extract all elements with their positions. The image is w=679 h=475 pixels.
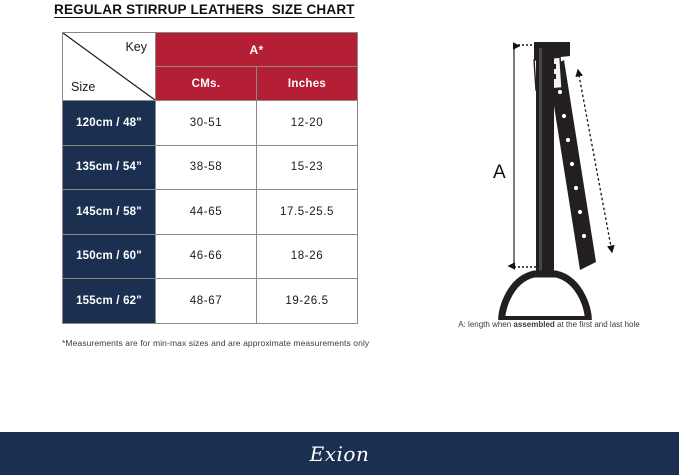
footer-bar: Exion [0, 432, 679, 475]
cms-value: 38-58 [155, 144, 257, 190]
stirrup-leather-diagram: A [430, 30, 660, 326]
table-header-row-group: Key Size A* [62, 32, 358, 101]
inches-value: 19-26.5 [256, 278, 358, 324]
size-value: 155cm / 62" [62, 278, 156, 324]
size-table: Key Size A* CMs. Inches 120cm / 48" 30-5… [62, 32, 358, 324]
inches-value: 12-20 [256, 100, 358, 146]
corner-size-label: Size [71, 80, 96, 94]
dimension-label-a: A [493, 162, 506, 183]
size-value: 150cm / 60" [62, 233, 156, 279]
page-title: REGULAR STIRRUP LEATHERS SIZE CHART [54, 2, 355, 17]
corner-key-size-cell: Key Size [62, 32, 156, 101]
size-value: 135cm / 54” [62, 144, 156, 190]
group-header-a: A* [155, 32, 358, 67]
cms-value: 46-66 [155, 233, 257, 279]
angled-strap-with-holes [548, 60, 596, 270]
angled-dimension-arrow [575, 68, 615, 254]
diagonal-divider-icon [63, 33, 155, 100]
inches-value: 18-26 [256, 233, 358, 279]
inches-value: 17.5-25.5 [256, 189, 358, 235]
cms-value: 44-65 [155, 189, 257, 235]
cms-value: 48-67 [155, 278, 257, 324]
corner-key-label: Key [125, 40, 147, 54]
stirrup-leather-illustration: A [493, 42, 615, 326]
table-row: 120cm / 48" 30-51 12-20 [62, 100, 358, 146]
caption-suffix: at the first and last hole [554, 320, 640, 329]
table-row: 145cm / 58" 44-65 17.5-25.5 [62, 189, 358, 235]
size-value: 145cm / 58" [62, 189, 156, 235]
stirrup-iron [498, 270, 592, 326]
caption-prefix: A: length when [458, 320, 514, 329]
table-footnote: *Measurements are for min-max sizes and … [62, 338, 370, 348]
table-row: 155cm / 62" 48-67 19-26.5 [62, 278, 358, 324]
inches-value: 15-23 [256, 144, 358, 190]
vertical-strap [536, 44, 554, 276]
column-header-inches: Inches [256, 66, 358, 101]
size-chart-table: Key Size A* CMs. Inches 120cm / 48" 30-5… [62, 32, 358, 324]
caption-bold-assembled: assembled [513, 320, 555, 329]
dimension-line-a [507, 42, 542, 270]
column-header-cms: CMs. [155, 66, 257, 101]
brand-logo: Exion [309, 441, 370, 466]
diagram-caption: A: length when assembled at the first an… [424, 320, 674, 329]
table-row: 135cm / 54” 38-58 15-23 [62, 144, 358, 190]
table-subheader-row: CMs. Inches [63, 66, 358, 101]
cms-value: 30-51 [155, 100, 257, 146]
size-value: 120cm / 48" [62, 100, 156, 146]
table-row: 150cm / 60" 46-66 18-26 [62, 233, 358, 279]
